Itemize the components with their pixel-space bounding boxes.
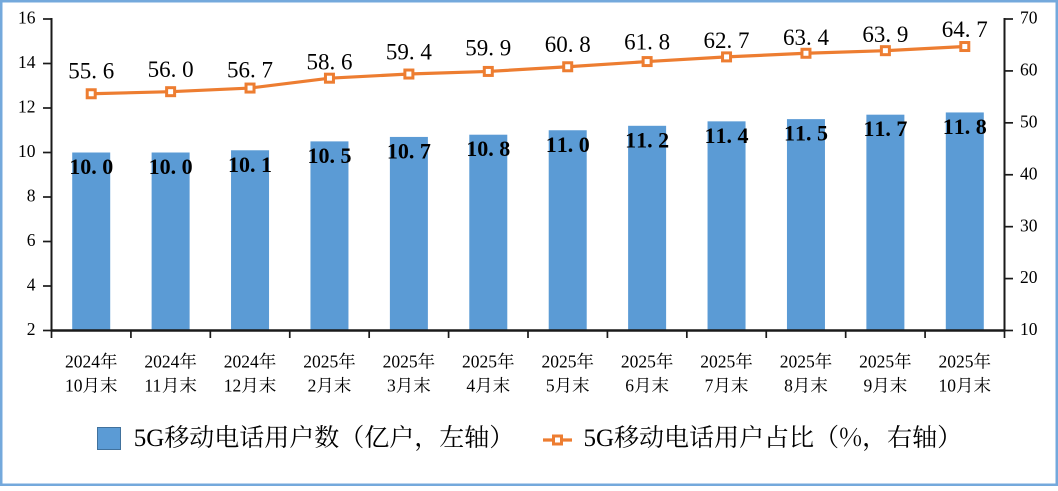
- svg-text:63.4: 63.4: [783, 25, 830, 50]
- svg-text:10: 10: [18, 141, 36, 161]
- svg-text:2025: 2025: [383, 352, 418, 372]
- svg-text:5: 5: [546, 376, 555, 396]
- svg-text:70: 70: [1020, 8, 1038, 28]
- svg-text:11: 11: [144, 376, 161, 396]
- svg-text:60.8: 60.8: [545, 32, 591, 57]
- svg-text:59.9: 59.9: [465, 36, 511, 61]
- svg-text:60: 60: [1020, 60, 1038, 80]
- svg-text:12: 12: [18, 97, 36, 117]
- svg-text:2025: 2025: [939, 352, 974, 372]
- svg-text:12: 12: [224, 376, 242, 396]
- svg-text:7: 7: [705, 376, 714, 396]
- svg-text:64.7: 64.7: [942, 17, 988, 42]
- svg-text:50: 50: [1020, 111, 1038, 131]
- svg-text:2025: 2025: [700, 352, 735, 372]
- svg-text:11.7: 11.7: [863, 116, 907, 141]
- svg-text:2025: 2025: [621, 352, 656, 372]
- svg-text:4: 4: [27, 275, 36, 295]
- svg-text:5G: 5G: [134, 425, 165, 452]
- svg-text:62.7: 62.7: [704, 28, 750, 53]
- svg-text:2025: 2025: [780, 352, 815, 372]
- svg-text:10.0: 10.0: [149, 154, 193, 179]
- svg-text:10.0: 10.0: [69, 154, 113, 179]
- svg-text:55.6: 55.6: [68, 59, 114, 84]
- svg-text:10.5: 10.5: [307, 143, 351, 168]
- svg-text:20: 20: [1020, 267, 1038, 287]
- svg-text:6: 6: [27, 230, 36, 250]
- svg-text:59.4: 59.4: [386, 40, 433, 65]
- svg-text:2024: 2024: [224, 352, 259, 372]
- svg-text:56.7: 56.7: [227, 57, 273, 82]
- svg-text:2025: 2025: [303, 352, 338, 372]
- svg-text:11.0: 11.0: [546, 132, 590, 157]
- svg-text:10: 10: [65, 376, 83, 396]
- svg-text:58.6: 58.6: [306, 50, 352, 75]
- svg-text:11.5: 11.5: [784, 121, 828, 146]
- svg-text:11.2: 11.2: [625, 127, 669, 152]
- svg-text:2025: 2025: [462, 352, 497, 372]
- svg-text:63.9: 63.9: [862, 22, 908, 47]
- svg-text:9: 9: [864, 376, 873, 396]
- svg-text:56.0: 56.0: [148, 57, 194, 82]
- svg-text:5G: 5G: [584, 425, 615, 452]
- svg-text:30: 30: [1020, 215, 1038, 235]
- svg-text:2024: 2024: [65, 352, 100, 372]
- svg-text:11.4: 11.4: [705, 123, 749, 148]
- svg-text:11.8: 11.8: [943, 114, 987, 139]
- svg-text:8: 8: [784, 376, 793, 396]
- svg-text:2024: 2024: [144, 352, 179, 372]
- svg-text:10.1: 10.1: [228, 152, 272, 177]
- svg-text:4: 4: [466, 376, 475, 396]
- svg-text:10: 10: [939, 376, 957, 396]
- svg-text:8: 8: [27, 186, 36, 206]
- svg-text:3: 3: [387, 376, 396, 396]
- svg-text:14: 14: [18, 52, 36, 72]
- svg-text:2025: 2025: [859, 352, 894, 372]
- svg-text:2: 2: [27, 319, 36, 339]
- svg-text:10.8: 10.8: [466, 136, 510, 161]
- svg-text:2: 2: [308, 376, 317, 396]
- svg-text:2025: 2025: [541, 352, 576, 372]
- svg-text:6: 6: [625, 376, 634, 396]
- svg-text:61.8: 61.8: [624, 30, 670, 55]
- svg-text:10: 10: [1020, 319, 1038, 339]
- svg-text:10.7: 10.7: [387, 138, 431, 163]
- svg-text:16: 16: [18, 8, 36, 28]
- svg-text:40: 40: [1020, 163, 1038, 183]
